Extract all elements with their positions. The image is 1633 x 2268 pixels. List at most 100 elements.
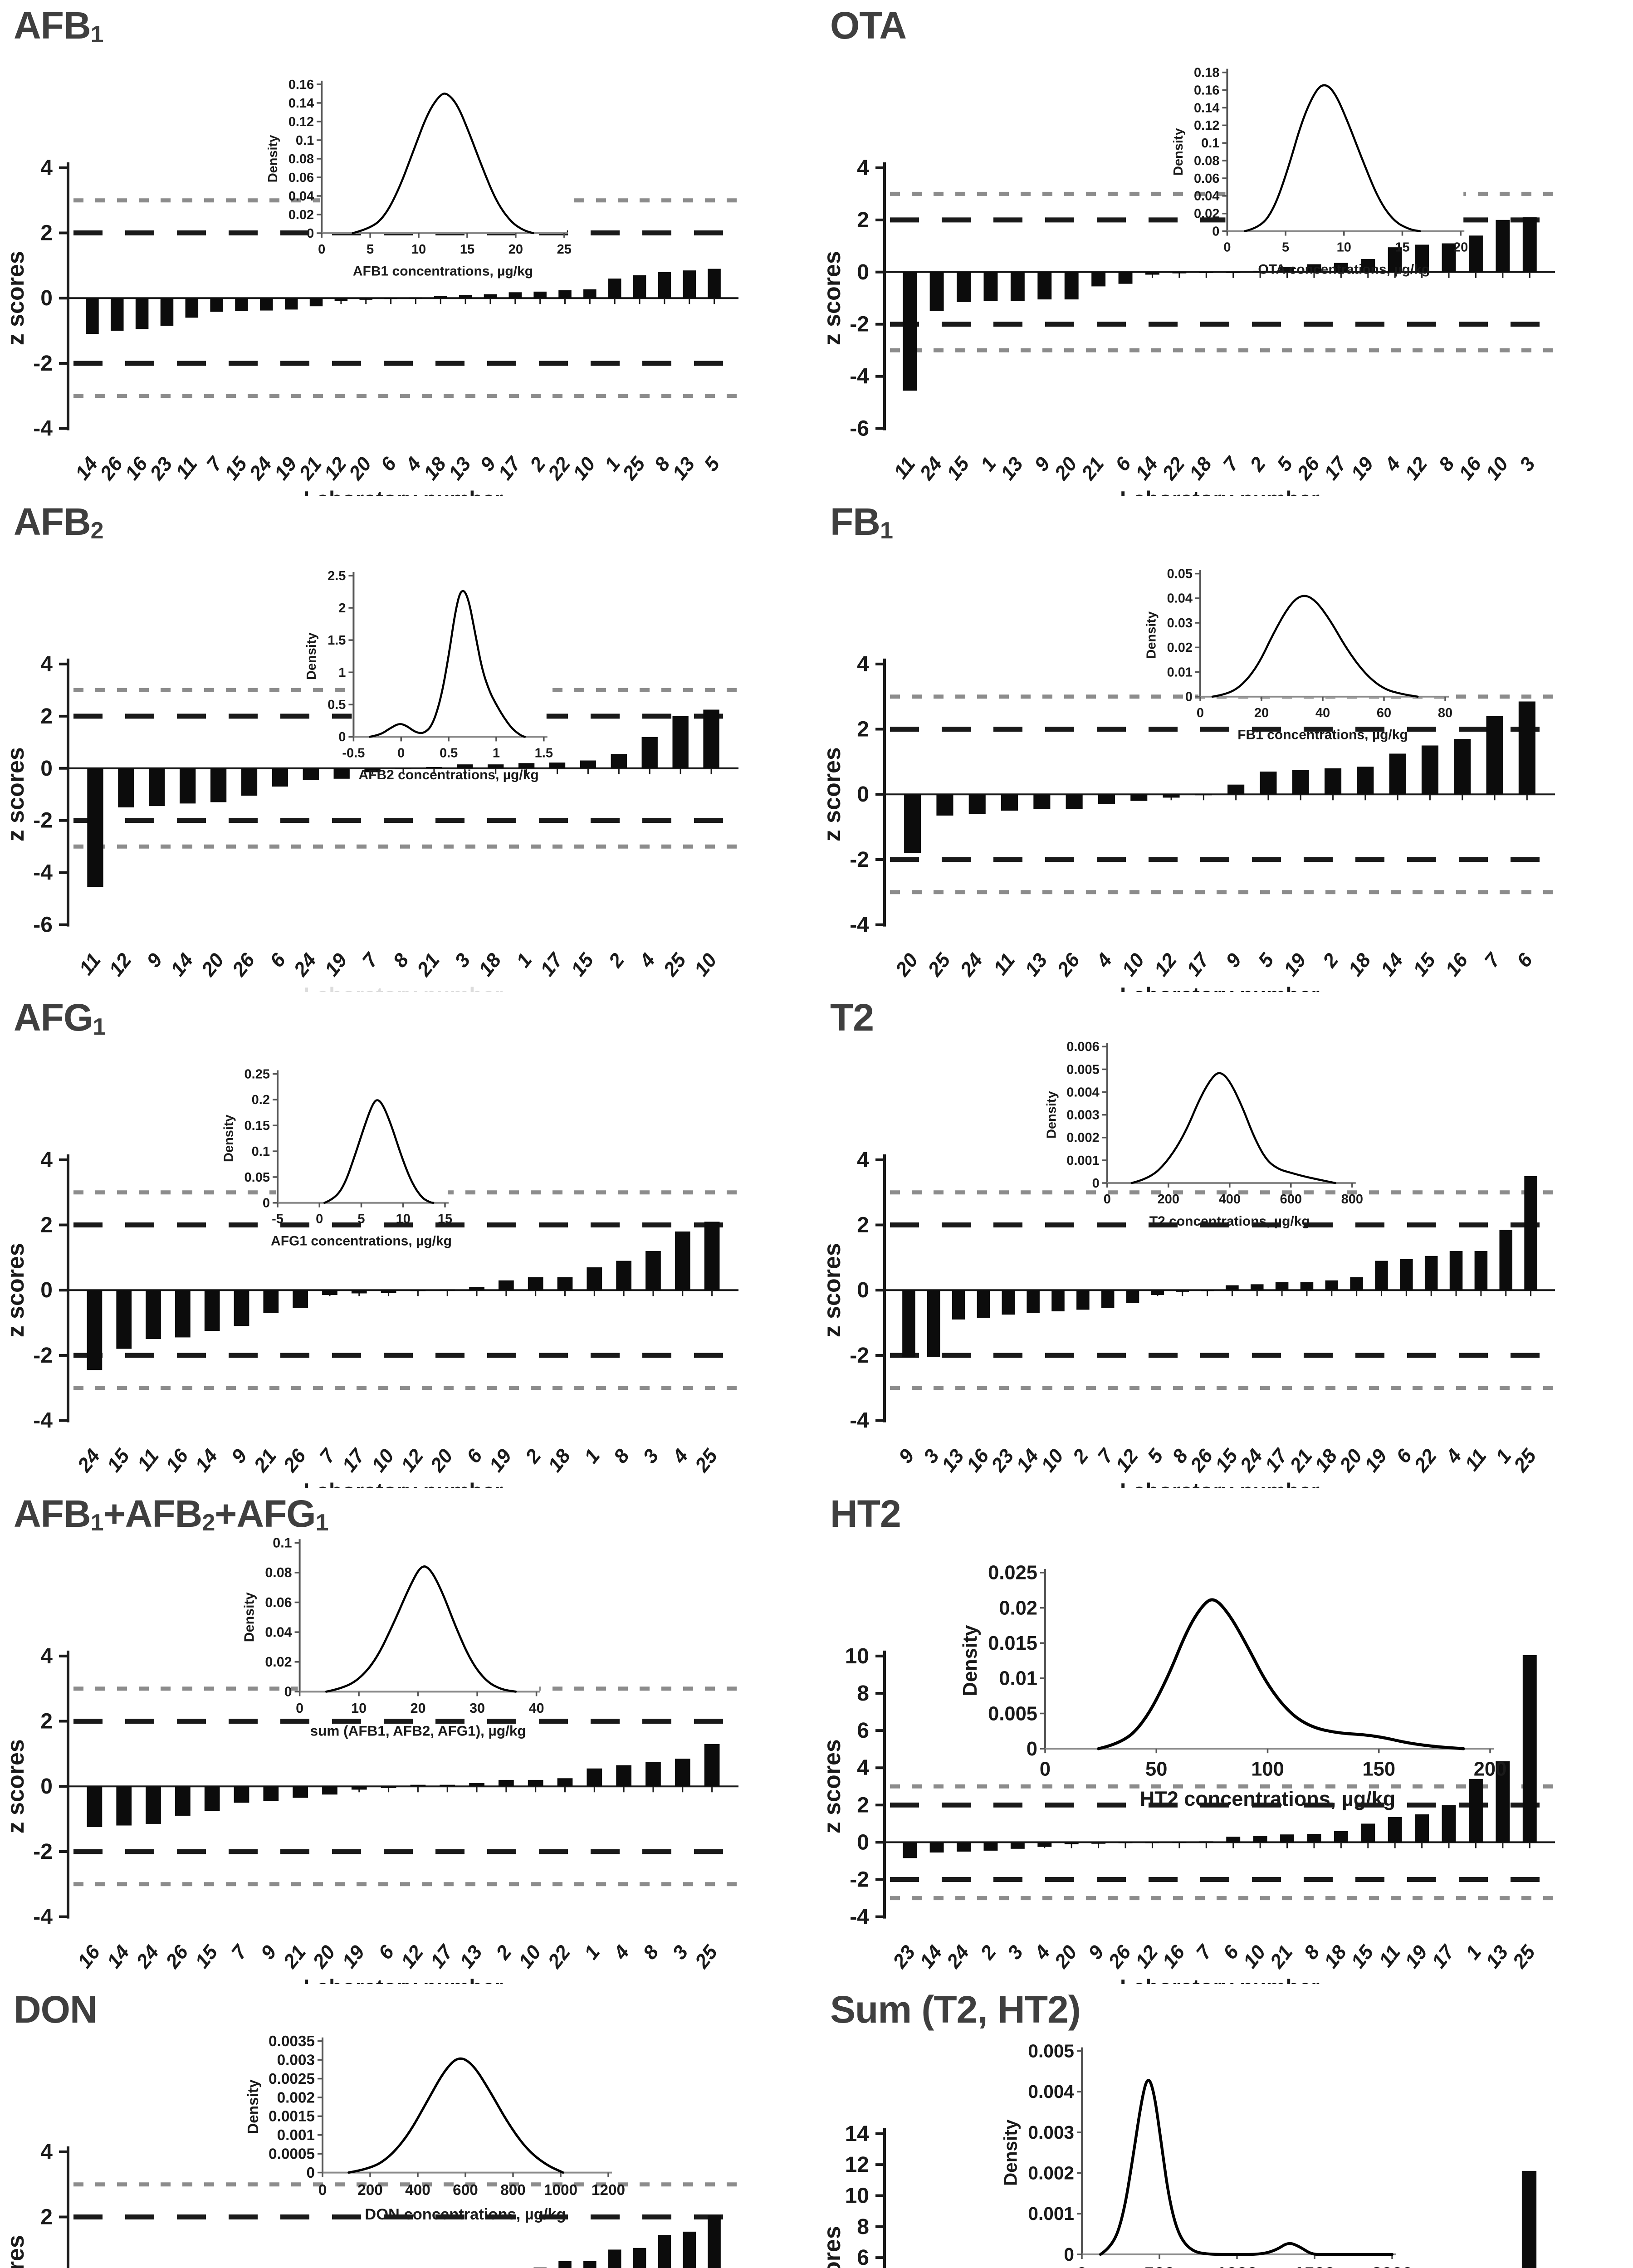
y-tick-label: 0 <box>857 1830 869 1854</box>
y-axis: 4 2 0 -2 -4 -6 <box>850 156 886 441</box>
y-tick-label: -2 <box>850 313 869 337</box>
bar-lab-3 <box>675 1758 690 1787</box>
x-tick-label: 25 <box>690 1445 722 1476</box>
bar-lab-5 <box>1260 771 1277 794</box>
bar-lab-17 <box>1195 794 1212 795</box>
inset-y-tick-label: 0.08 <box>288 152 314 166</box>
bar-lab-19 <box>1361 259 1375 272</box>
bar-lab-5 <box>608 2249 621 2268</box>
x-tick-label: 2 <box>1068 1445 1093 1468</box>
inset-y-tick-label: 0.003 <box>277 2052 315 2069</box>
bar-lab-10 <box>1496 220 1510 272</box>
x-tick-label: 14 <box>915 1941 947 1972</box>
bar-lab-3 <box>583 2261 596 2268</box>
x-tick-label: 1 <box>580 1445 605 1467</box>
bar-lab-13 <box>459 295 472 298</box>
x-tick-label: 14 <box>1131 453 1163 484</box>
bar-lab-3 <box>1522 217 1537 272</box>
density-inset: 0 0.02 0.04 0.06 0.08 0.1 0.12 0.14 0.16 0.18 0 5 10… <box>1171 66 1468 277</box>
y-tick-label: -4 <box>33 417 53 441</box>
x-tick-label: 3 <box>1515 453 1540 475</box>
bar-lab-4 <box>1037 1842 1052 1847</box>
bar-lab-24 <box>929 272 944 311</box>
x-tick-label: 7 <box>358 948 383 971</box>
y-axis-title: z scores <box>3 251 29 345</box>
inset-x-tick-label: 10 <box>351 1701 367 1716</box>
x-tick-label: 24 <box>132 1941 163 1973</box>
bar-lab-2 <box>499 1779 514 1787</box>
panel-title-sum-aflatoxins: AFB1+AFB2+AFG1 <box>14 1492 329 1536</box>
x-tick-label: 15 <box>103 1445 134 1476</box>
inset-y-tick-label: 0.001 <box>277 2127 315 2144</box>
bar-lab-25 <box>1522 1655 1537 1843</box>
x-tick-label: 10 <box>1118 949 1149 980</box>
x-tick-label: 2 <box>1246 453 1271 476</box>
x-tick-label: 2 <box>976 1941 1001 1964</box>
x-tick-label: 8 <box>1434 453 1459 475</box>
inset-y-tick-label: 0 <box>284 1684 292 1700</box>
bar-lab-18 <box>1199 272 1213 273</box>
inset-y-tick-label: 0.02 <box>265 1654 292 1670</box>
inset-y-axis-title: Density <box>222 1114 236 1162</box>
inset-x-tick-label: 15 <box>460 242 474 257</box>
inset-background <box>1198 570 1448 698</box>
inset-y-tick-label: 0.14 <box>1194 101 1219 115</box>
x-tick-label: 9 <box>1222 949 1246 972</box>
x-tick-label: 12 <box>397 1445 428 1476</box>
y-tick-label: 10 <box>845 1644 869 1668</box>
title-subscript: 2 <box>202 1510 215 1536</box>
inset-y-tick-label: 0 <box>1092 1176 1100 1191</box>
density-curve <box>1099 2079 1394 2256</box>
inset-y-tick-label: 0.0015 <box>269 2108 315 2125</box>
inset-y-tick-label: 0.0005 <box>269 2146 315 2163</box>
y-tick-label: 2 <box>40 1213 53 1237</box>
inset-y-axis-title: Density <box>1000 2119 1021 2186</box>
x-axis-title: Laboratory number <box>303 1480 503 1488</box>
bar-lab-8 <box>616 1261 631 1290</box>
panel-t2: T2 4 2 0 -2 -4 z scores 9 3 13 16 23 14 10 2 7 12 5 8 26 15 2… <box>816 992 1633 1488</box>
x-tick-label: 3 <box>1003 1941 1028 1963</box>
x-tick-label: 10 <box>568 453 600 484</box>
x-axis-title: Laboratory number <box>1120 983 1320 992</box>
x-tick-label: 16 <box>161 1445 193 1476</box>
bar-lab-25 <box>633 275 646 298</box>
bars <box>87 1744 720 1827</box>
inset-y-tick-label: 0.08 <box>265 1565 292 1580</box>
bar-lab-19 <box>284 298 298 310</box>
bar-lab-26 <box>241 768 258 796</box>
x-tick-label: 4 <box>609 1941 634 1964</box>
bars <box>533 2215 721 2268</box>
x-tick-label: 13 <box>455 1941 487 1972</box>
bar-lab-11 <box>146 1290 161 1339</box>
inset-y-tick-label: 0.02 <box>999 1597 1037 1619</box>
x-tick-label: 17 <box>426 1940 458 1972</box>
x-tick-label: 21 <box>412 949 444 981</box>
y-tick-label: 8 <box>857 2215 869 2239</box>
inset-x-tick-label: 60 <box>1377 705 1391 720</box>
inset-background <box>321 2038 611 2174</box>
inset-y-tick-label: 0.003 <box>1028 2122 1074 2143</box>
x-tick-label: 10 <box>514 1941 546 1972</box>
bar-lab-26 <box>1066 794 1083 809</box>
bar-lab-12 <box>410 1290 426 1291</box>
panel-title-afb1: AFB1 <box>14 4 104 48</box>
y-tick-label: 14 <box>845 2122 870 2146</box>
x-tick-label: 11 <box>890 453 920 483</box>
y-axis-title: z scores <box>819 2226 846 2268</box>
y-axis-title: z scores <box>819 747 846 841</box>
y-tick-label: 4 <box>40 652 53 676</box>
x-tick-label: 1 <box>580 1941 605 1963</box>
panel-sum-aflatoxins: AFB1+AFB2+AFG1 4 2 0 -2 -4 z scores 16 14 24 26 15 7… <box>0 1488 816 1984</box>
inset-x-tick-label: 0 <box>1223 240 1231 255</box>
bar-lab-26 <box>1118 1842 1133 1843</box>
y-axis-title: z scores <box>3 1739 29 1833</box>
density-inset: 0 0.01 0.02 0.03 0.04 0.05 0 20 40 60 80 Density FB1… <box>1144 567 1452 742</box>
inset-x-tick-label: 800 <box>1341 1192 1363 1207</box>
bar-lab-2 <box>611 753 627 768</box>
y-tick-label: 2 <box>857 1793 869 1817</box>
inset-x-tick-label: 200 <box>1158 1192 1179 1207</box>
inset-y-tick-label: 0.02 <box>1194 207 1219 221</box>
inset-x-tick-label: 15 <box>438 1212 452 1227</box>
bar-lab-11 <box>1001 794 1018 811</box>
